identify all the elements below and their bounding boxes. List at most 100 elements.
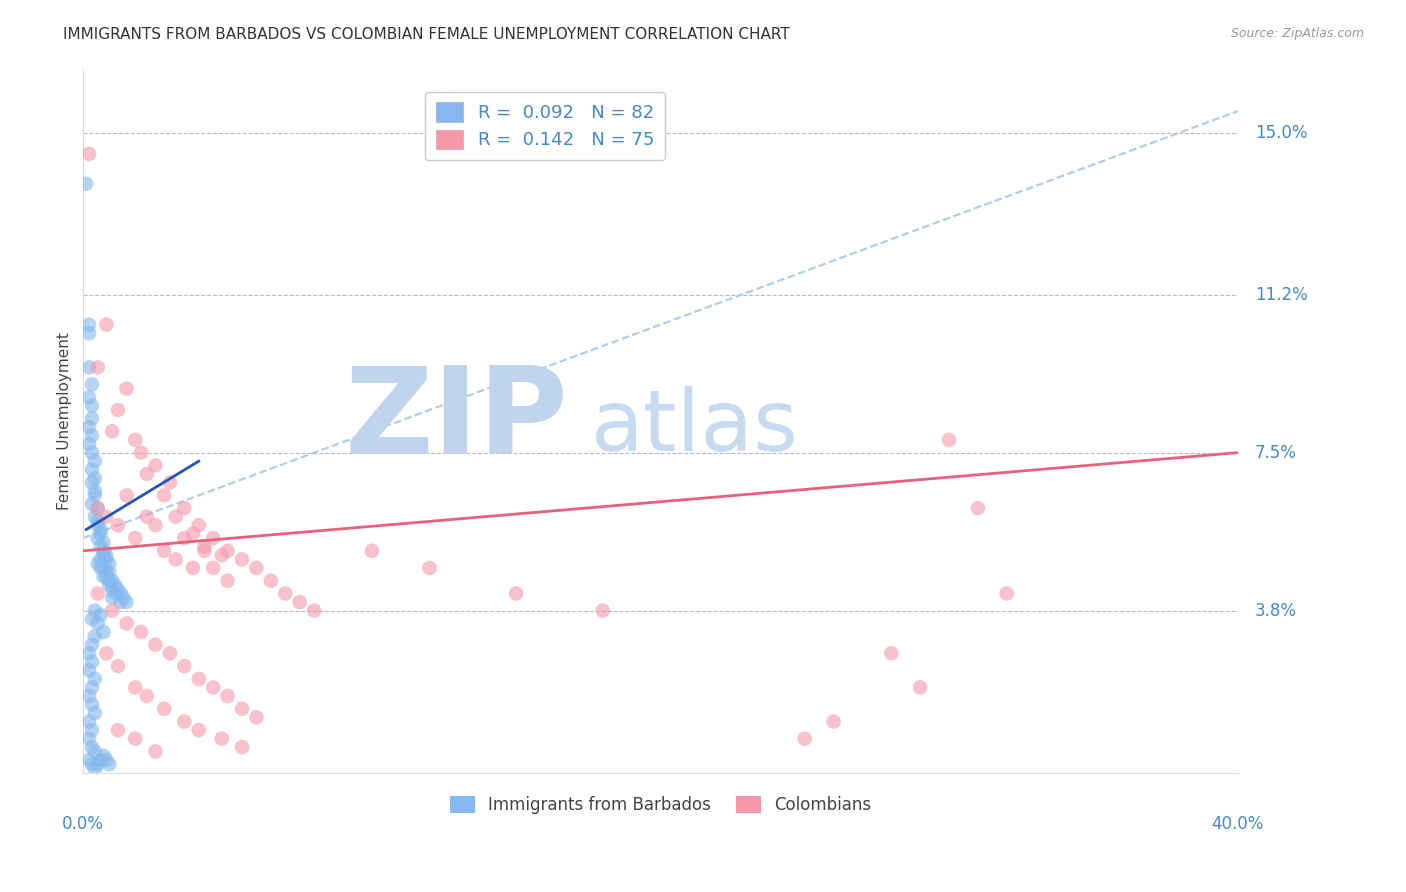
Point — [107, 723, 129, 737]
Text: 15.0%: 15.0% — [1256, 124, 1308, 142]
Point — [153, 702, 176, 716]
Text: 11.2%: 11.2% — [1256, 285, 1308, 304]
Point — [107, 582, 129, 597]
Point — [938, 433, 960, 447]
Point — [96, 552, 118, 566]
Point — [115, 616, 138, 631]
Point — [87, 586, 110, 600]
Point — [107, 518, 129, 533]
Point — [87, 531, 110, 545]
Point — [90, 540, 112, 554]
Point — [145, 518, 167, 533]
Point — [101, 425, 124, 439]
Point — [419, 561, 441, 575]
Point — [80, 698, 103, 712]
Point — [107, 659, 129, 673]
Point — [112, 591, 135, 605]
Point — [217, 544, 239, 558]
Point — [135, 509, 157, 524]
Point — [260, 574, 283, 588]
Text: ZIP: ZIP — [344, 362, 568, 479]
Y-axis label: Female Unemployment: Female Unemployment — [58, 332, 72, 509]
Point — [80, 377, 103, 392]
Point — [135, 467, 157, 481]
Point — [87, 514, 110, 528]
Point — [202, 531, 225, 545]
Point — [93, 548, 115, 562]
Point — [880, 646, 903, 660]
Point — [96, 569, 118, 583]
Text: 3.8%: 3.8% — [1256, 601, 1296, 620]
Point — [211, 731, 233, 746]
Point — [165, 509, 187, 524]
Point — [129, 445, 152, 459]
Point — [245, 561, 267, 575]
Point — [110, 595, 132, 609]
Point — [966, 501, 988, 516]
Point — [98, 578, 121, 592]
Point — [159, 475, 181, 490]
Point — [187, 723, 209, 737]
Point — [592, 604, 614, 618]
Point — [90, 607, 112, 622]
Point — [93, 544, 115, 558]
Point — [245, 710, 267, 724]
Point — [173, 501, 195, 516]
Point — [173, 659, 195, 673]
Text: atlas: atlas — [591, 386, 799, 469]
Point — [211, 548, 233, 562]
Point — [187, 518, 209, 533]
Point — [165, 552, 187, 566]
Point — [173, 714, 195, 729]
Point — [83, 706, 105, 720]
Point — [159, 646, 181, 660]
Point — [145, 638, 167, 652]
Point — [80, 740, 103, 755]
Point — [83, 484, 105, 499]
Point — [104, 578, 127, 592]
Point — [231, 740, 253, 755]
Point — [96, 753, 118, 767]
Point — [124, 731, 146, 746]
Point — [173, 531, 195, 545]
Point — [115, 488, 138, 502]
Point — [80, 723, 103, 737]
Point — [83, 488, 105, 502]
Point — [93, 535, 115, 549]
Point — [202, 561, 225, 575]
Point — [96, 548, 118, 562]
Point — [231, 552, 253, 566]
Point — [80, 681, 103, 695]
Point — [77, 326, 100, 340]
Point — [80, 612, 103, 626]
Point — [80, 463, 103, 477]
Point — [217, 689, 239, 703]
Point — [90, 523, 112, 537]
Point — [101, 582, 124, 597]
Point — [101, 591, 124, 605]
Point — [83, 509, 105, 524]
Point — [77, 663, 100, 677]
Point — [217, 574, 239, 588]
Point — [129, 624, 152, 639]
Point — [80, 497, 103, 511]
Point — [77, 714, 100, 729]
Point — [98, 574, 121, 588]
Point — [104, 586, 127, 600]
Point — [302, 604, 325, 618]
Legend: Immigrants from Barbados, Colombians: Immigrants from Barbados, Colombians — [443, 789, 877, 821]
Text: Source: ZipAtlas.com: Source: ZipAtlas.com — [1230, 27, 1364, 40]
Point — [77, 360, 100, 375]
Point — [98, 557, 121, 571]
Point — [77, 731, 100, 746]
Point — [145, 744, 167, 758]
Point — [75, 177, 97, 191]
Point — [96, 318, 118, 332]
Point — [274, 586, 297, 600]
Point — [83, 471, 105, 485]
Point — [80, 428, 103, 442]
Point — [96, 646, 118, 660]
Point — [115, 382, 138, 396]
Text: IMMIGRANTS FROM BARBADOS VS COLOMBIAN FEMALE UNEMPLOYMENT CORRELATION CHART: IMMIGRANTS FROM BARBADOS VS COLOMBIAN FE… — [63, 27, 790, 42]
Point — [288, 595, 311, 609]
